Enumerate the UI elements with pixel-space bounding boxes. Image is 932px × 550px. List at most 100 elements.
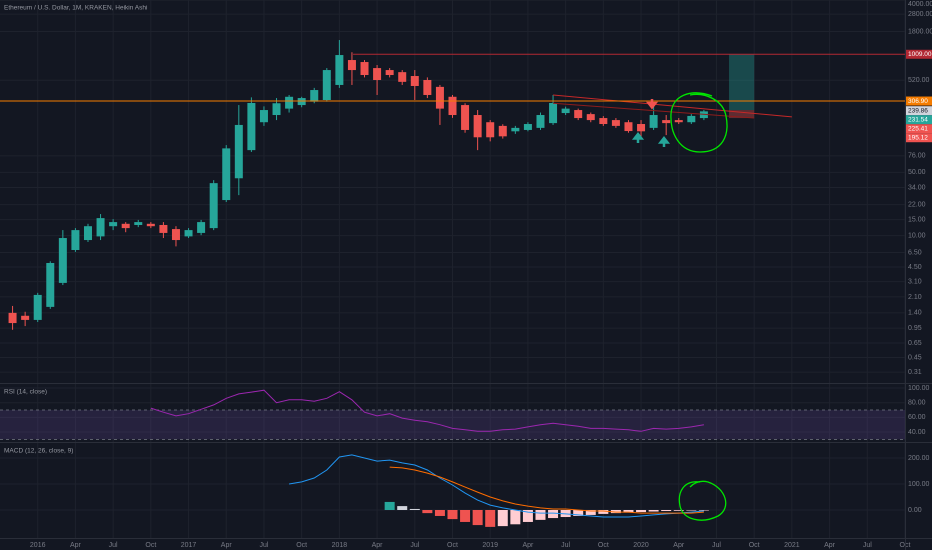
hand-drawn-circle bbox=[670, 92, 728, 153]
x-tick-label: Apr bbox=[70, 542, 82, 549]
histogram-bar bbox=[698, 509, 709, 511]
y-tick-label: 6.50 bbox=[908, 249, 922, 256]
trendline bbox=[553, 102, 755, 119]
price-label-bg bbox=[906, 49, 932, 59]
rsi-title: RSI (14, close) bbox=[4, 389, 47, 396]
y-tick-label: 100.00 bbox=[908, 385, 930, 392]
candle-body bbox=[109, 222, 118, 227]
candle-body bbox=[83, 226, 92, 241]
price-label: 239.86 bbox=[908, 107, 928, 114]
candle-body bbox=[21, 315, 30, 320]
histogram-bar bbox=[485, 509, 496, 527]
candle-body bbox=[637, 124, 646, 132]
x-tick-label: Oct bbox=[296, 542, 307, 549]
histogram-bar bbox=[573, 509, 584, 516]
candle-body bbox=[549, 102, 558, 124]
candle-body bbox=[347, 60, 356, 71]
histogram-bar bbox=[535, 509, 546, 520]
candle-body bbox=[335, 55, 344, 85]
macd-line bbox=[389, 466, 704, 514]
candle-body bbox=[486, 122, 495, 138]
price-label: 195.12 bbox=[908, 134, 928, 141]
candle-body bbox=[234, 124, 243, 179]
candle-body bbox=[599, 118, 608, 125]
buy-arrow bbox=[657, 135, 671, 147]
price-label-bg bbox=[906, 106, 932, 116]
y-tick-label: 1800.00 bbox=[908, 28, 932, 35]
x-tick-label: 2017 bbox=[181, 542, 197, 549]
candle-body bbox=[159, 224, 168, 233]
candle-body bbox=[272, 103, 281, 116]
y-tick-label: 60.00 bbox=[908, 414, 926, 421]
candle-body bbox=[46, 262, 55, 307]
histogram-bar bbox=[460, 509, 471, 522]
price-label-bg bbox=[906, 133, 932, 143]
candle-body bbox=[674, 120, 683, 123]
hand-drawn-circle bbox=[678, 480, 727, 521]
y-tick-label: 200.00 bbox=[908, 455, 930, 462]
price-label-bg bbox=[906, 96, 932, 106]
candle-body bbox=[649, 115, 658, 128]
histogram-bar bbox=[686, 509, 697, 511]
x-tick-label: Jul bbox=[109, 542, 118, 549]
histogram-bar bbox=[409, 508, 420, 510]
y-tick-label: 0.45 bbox=[908, 354, 922, 361]
y-tick-label: 0.95 bbox=[908, 325, 922, 332]
candle-body bbox=[687, 115, 696, 123]
candle-body bbox=[398, 72, 407, 82]
x-tick-label: Jul bbox=[863, 542, 872, 549]
x-tick-label: Oct bbox=[447, 542, 458, 549]
candle-body bbox=[184, 230, 193, 237]
y-tick-label: 40.00 bbox=[908, 429, 926, 436]
x-tick-label: Apr bbox=[522, 542, 534, 549]
candle-body bbox=[197, 222, 206, 233]
candle-body bbox=[171, 229, 180, 241]
candle-body bbox=[461, 105, 470, 130]
histogram-bar bbox=[623, 509, 634, 513]
candle-body bbox=[435, 86, 444, 109]
annotations bbox=[631, 92, 728, 521]
histogram-bar bbox=[497, 509, 508, 527]
candle-body bbox=[8, 312, 17, 324]
candle-body bbox=[209, 183, 218, 229]
price-label: 231.54 bbox=[908, 116, 928, 123]
y-tick-label: 1.40 bbox=[908, 310, 922, 317]
candle-body bbox=[360, 62, 369, 76]
histogram-bar bbox=[661, 509, 672, 512]
candle-body bbox=[523, 124, 532, 130]
x-tick-label: Jul bbox=[259, 542, 268, 549]
candle-body bbox=[96, 218, 105, 237]
buy-arrow bbox=[631, 131, 645, 143]
candle-body bbox=[297, 98, 306, 106]
candle-body bbox=[222, 148, 231, 201]
candle-body bbox=[322, 70, 331, 101]
target-zone bbox=[729, 54, 755, 111]
y-tick-label: 76.00 bbox=[908, 153, 926, 160]
candle-body bbox=[498, 125, 507, 137]
candle-body bbox=[473, 115, 482, 138]
price-label: 306.90 bbox=[908, 98, 928, 105]
price-label: 1009.00 bbox=[908, 51, 932, 58]
histogram-bar bbox=[472, 509, 483, 526]
y-tick-label: 520.00 bbox=[908, 77, 930, 84]
macd-line bbox=[289, 454, 704, 518]
histogram-bar bbox=[510, 509, 521, 525]
y-tick-label: 22.00 bbox=[908, 201, 926, 208]
histogram-bar bbox=[673, 509, 684, 511]
candle-body bbox=[448, 96, 457, 116]
candle-body bbox=[71, 230, 80, 251]
chart-title: Ethereum / U.S. Dollar, 1M, KRAKEN, Heik… bbox=[4, 5, 147, 12]
candle-body bbox=[33, 294, 42, 320]
candle-body bbox=[662, 120, 671, 124]
stop-zone bbox=[729, 110, 755, 119]
y-tick-label: 50.00 bbox=[908, 169, 926, 176]
x-tick-label: 2020 bbox=[633, 542, 649, 549]
candle-body bbox=[385, 70, 394, 76]
price-label-bg bbox=[906, 124, 932, 134]
x-tick-label: 2021 bbox=[784, 542, 800, 549]
histogram-bar bbox=[434, 509, 445, 516]
x-tick-label: Jul bbox=[410, 542, 419, 549]
y-tick-label: 0.65 bbox=[908, 340, 922, 347]
